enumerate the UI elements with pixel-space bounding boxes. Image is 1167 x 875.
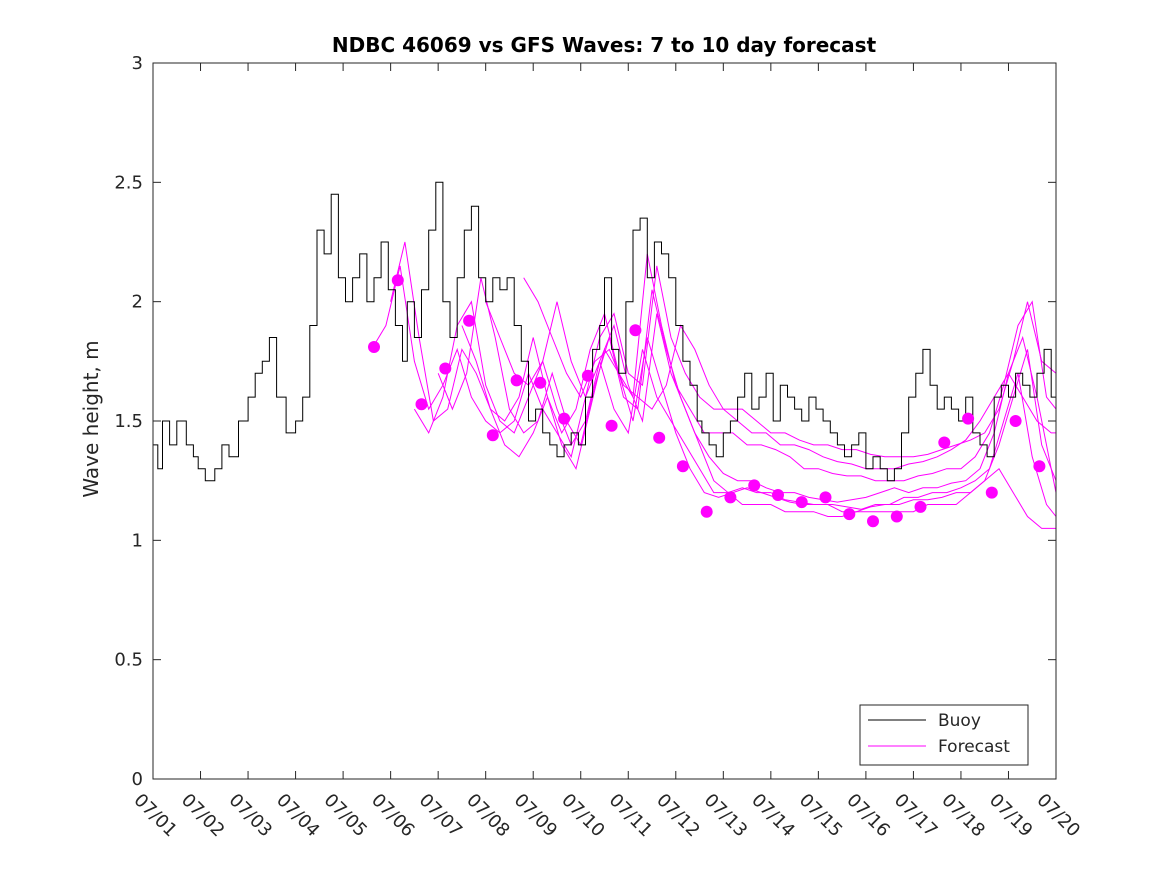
forecast-point [510, 374, 523, 387]
forecast-point [486, 429, 499, 442]
legend-buoy-label: Buoy [938, 711, 981, 731]
buoy-line [153, 181, 1057, 482]
y-tick-label: 2.5 [114, 172, 143, 193]
forecast-point [368, 341, 380, 353]
y-tick-label: 2 [132, 292, 143, 313]
forecast-point [439, 362, 452, 375]
forecast-point [605, 419, 618, 432]
legend-forecast-label: Forecast [938, 737, 1010, 757]
y-tick-label: 0.5 [114, 650, 143, 671]
forecast-point [415, 398, 428, 411]
forecast-point [962, 412, 975, 425]
forecast-point [1009, 415, 1022, 427]
y-tick-label: 0 [132, 769, 143, 790]
forecast-point [700, 505, 713, 518]
plot-area [153, 181, 1057, 529]
buoy-series [153, 181, 1057, 482]
forecast-point [985, 486, 998, 499]
forecast-point [795, 496, 808, 509]
forecast-point [558, 412, 571, 425]
forecast-point [653, 431, 666, 444]
y-axis: 0 0.5 1 1.5 2 2.5 3 [114, 53, 1056, 790]
forecast-line-5 [461, 253, 1057, 482]
forecast-point [463, 314, 476, 327]
forecast-point [534, 376, 547, 389]
forecast-point [867, 515, 879, 528]
forecast-point [819, 491, 832, 504]
forecast-line-7 [523, 277, 1056, 470]
forecast-line-3 [413, 300, 1057, 513]
forecast-point [890, 510, 903, 523]
chart-title: NDBC 46069 vs GFS Waves: 7 to 10 day for… [332, 33, 877, 57]
forecast-point [843, 508, 856, 521]
forecast-point [938, 436, 951, 449]
forecast-line-1 [371, 265, 1056, 529]
forecast-point [724, 491, 737, 504]
forecast-point [914, 500, 927, 513]
forecast-point [676, 460, 689, 473]
forecast-point [581, 369, 594, 382]
y-tick-label: 3 [132, 53, 143, 74]
y-axis-label: Wave height, m [79, 340, 103, 497]
forecast-point [772, 489, 784, 501]
forecast-point [629, 324, 642, 337]
y-tick-label: 1.5 [114, 411, 143, 432]
y-tick-label: 1 [132, 530, 143, 551]
forecast-point [748, 479, 761, 492]
forecast-dots [368, 274, 1046, 528]
legend: Buoy Forecast [859, 704, 1029, 766]
forecast-point [1033, 460, 1046, 473]
legend-box [859, 704, 1029, 766]
forecast-point [391, 274, 404, 287]
